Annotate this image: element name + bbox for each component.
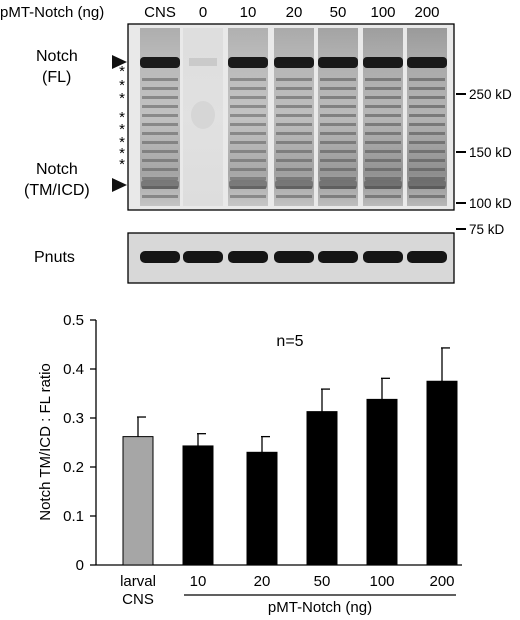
band-asterisk: * [119, 121, 125, 138]
lane-label-0: CNS [144, 4, 176, 21]
bar-50 [306, 411, 338, 566]
notch-tmicd-label-line2: (TM/ICD) [24, 182, 90, 199]
x-tick-label: 200 [429, 573, 454, 590]
notch-lanes [140, 28, 447, 206]
pnuts-bands [140, 251, 447, 263]
western-blot: pMT-Notch (ng) CNS 0 10 20 50 100 200 Notch (F… [0, 4, 512, 284]
pnuts-band-0 [140, 251, 180, 263]
y-tick-label: 0.2 [63, 459, 84, 476]
lane-label-6: 200 [414, 4, 439, 21]
pnuts-band-1 [183, 251, 223, 263]
marker-100kd-label: 100 kD [469, 196, 512, 211]
pnuts-blot-panel [127, 232, 455, 284]
bar-10 [182, 445, 214, 566]
pnuts-band-2 [228, 251, 268, 263]
notch-lane-0 [140, 28, 180, 206]
marker-75kd: 75 kD [456, 222, 505, 237]
y-tick-label: 0.5 [63, 312, 84, 329]
lane-label-5: 100 [370, 4, 395, 21]
pnuts-band-4 [318, 251, 358, 263]
marker-150kd-label: 150 kD [469, 145, 512, 160]
pnuts-band-5 [363, 251, 403, 263]
pnuts-band-3 [274, 251, 314, 263]
band-asterisk: * [119, 77, 125, 94]
pnuts-label: Pnuts [34, 249, 75, 266]
x-tick-label: 20 [254, 573, 271, 590]
y-tick-label: 0 [76, 557, 84, 574]
bar-100 [366, 398, 398, 566]
y-tick-label: 0.1 [63, 508, 84, 525]
bar-20 [246, 451, 278, 566]
marker-250kd: 250 kD [456, 87, 512, 102]
notch-lane-6 [407, 28, 447, 206]
notch-blot-panel [127, 23, 455, 211]
band-asterisks: ******** [119, 63, 125, 173]
x-axis-label: pMT-Notch (ng) [268, 599, 372, 616]
lane-header-label: pMT-Notch (ng) [0, 4, 104, 21]
notch-lane-4 [318, 28, 358, 206]
band-asterisk: * [119, 109, 125, 126]
marker-150kd: 150 kD [456, 145, 512, 160]
marker-75kd-label: 75 kD [469, 222, 505, 237]
n-annotation: n=5 [276, 333, 303, 350]
y-axis-label: Notch TM/ICD : FL ratio [37, 363, 54, 521]
tmicd-band-arrowhead-icon [112, 178, 127, 192]
notch-lane-2 [228, 28, 268, 206]
notch-fl-label-line2: (FL) [42, 69, 71, 86]
y-tick-label: 0.3 [63, 410, 84, 427]
lane-labels: CNS 0 10 20 50 100 200 [144, 4, 439, 21]
bar-chart: Notch TM/ICD : FL ratio 0 0.1 0.2 0.3 0.4 0.5… [37, 312, 462, 616]
band-asterisk: * [119, 90, 125, 107]
marker-250kd-label: 250 kD [469, 87, 512, 102]
bars [122, 380, 458, 566]
lane-label-4: 50 [330, 4, 347, 21]
band-asterisk: * [119, 156, 125, 173]
band-asterisk: * [119, 63, 125, 80]
notch-tmicd-label-line1: Notch [36, 161, 78, 178]
marker-100kd: 100 kD [456, 196, 512, 211]
bar-200 [426, 380, 458, 566]
x-tick-label: 10 [190, 573, 207, 590]
x-tick-label: 100 [369, 573, 394, 590]
lane-label-2: 10 [240, 4, 257, 21]
x-tick-label: larval [120, 573, 156, 590]
y-tick-label: 0.4 [63, 361, 84, 378]
x-tick-label: CNS [122, 591, 154, 608]
error-bars [137, 347, 450, 453]
notch-lane-1 [183, 28, 223, 206]
fl-band-arrowhead-icon [112, 55, 127, 69]
y-ticks: 0 0.1 0.2 0.3 0.4 0.5 [63, 312, 96, 574]
pnuts-band-6 [407, 251, 447, 263]
lane-label-3: 20 [286, 4, 303, 21]
x-tick-label: 50 [314, 573, 331, 590]
notch-lane-3 [274, 28, 314, 206]
lane-label-1: 0 [199, 4, 207, 21]
band-asterisk: * [119, 134, 125, 151]
notch-lane-5 [363, 28, 403, 206]
bar-larval-CNS [122, 436, 154, 566]
band-asterisk: * [119, 145, 125, 162]
notch-fl-label-line1: Notch [36, 48, 78, 65]
